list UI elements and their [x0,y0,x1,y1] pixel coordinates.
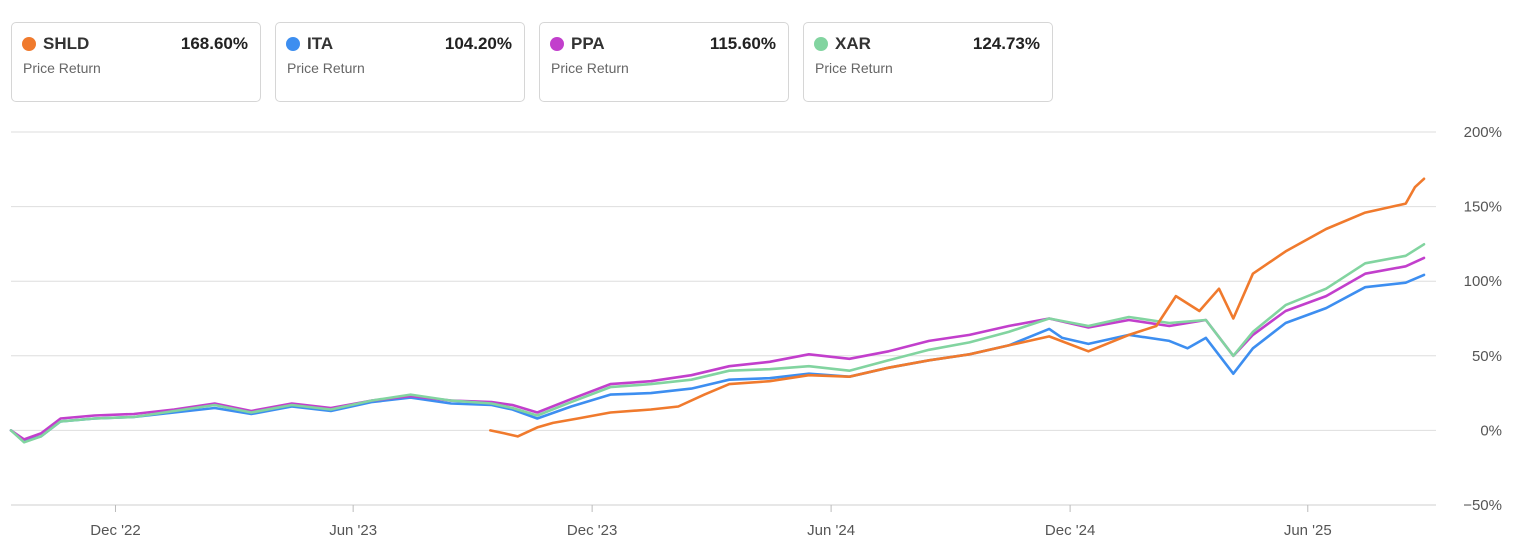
price-return-line-chart: Dec '22 Jun '23 Dec '23 Jun '24 Dec '24 Jun '… [9,124,1502,539]
y-tick-label: 200% [1464,124,1502,141]
legend-subtitle: Price Return [815,60,893,76]
legend-ticker: PPA [571,34,605,53]
series-line-shld [488,177,1426,438]
legend-card-ppa[interactable]: PPA 115.60% Price Return [539,22,789,102]
legend-subtitle: Price Return [551,60,629,76]
legend-ticker: SHLD [43,34,90,53]
series-line-ita [9,273,1426,443]
x-tick-label: Dec '23 [567,522,617,539]
legend-ticker: ITA [307,34,334,53]
legend-value: 124.73% [972,34,1040,53]
series-color-dot [22,37,36,51]
series-color-dot [286,37,300,51]
chart-gridlines [11,131,1436,506]
x-tick-label: Jun '24 [807,522,855,539]
x-tick-label: Dec '22 [90,522,140,539]
series-color-dot [550,37,564,51]
x-tick-label: Dec '24 [1045,522,1095,539]
chart-series [9,177,1426,444]
y-tick-label: −50% [1463,497,1502,514]
y-tick-label: 0% [1480,422,1502,439]
y-tick-label: 50% [1472,348,1502,365]
y-tick-label: 150% [1464,199,1502,216]
series-line-xar [9,243,1426,444]
chart-y-axis: 200% 150% 100% 50% 0% −50% [1463,124,1502,514]
legend-subtitle: Price Return [23,60,101,76]
legend-card-xar[interactable]: XAR 124.73% Price Return [803,22,1053,102]
legend-card-ita[interactable]: ITA 104.20% Price Return [275,22,525,102]
legend-value: 168.60% [180,34,248,53]
series-line-ppa [9,256,1426,441]
legend-value: 115.60% [709,34,776,53]
legend-value: 104.20% [444,34,512,53]
legend-card-shld[interactable]: SHLD 168.60% Price Return [11,22,261,102]
x-tick-label: Jun '23 [329,522,377,539]
chart-x-axis: Dec '22 Jun '23 Dec '23 Jun '24 Dec '24 Jun '… [11,504,1436,539]
x-tick-label: Jun '25 [1284,522,1332,539]
y-tick-label: 100% [1464,273,1502,290]
series-color-dot [814,37,828,51]
legend-ticker: XAR [835,34,871,53]
legend-subtitle: Price Return [287,60,365,76]
